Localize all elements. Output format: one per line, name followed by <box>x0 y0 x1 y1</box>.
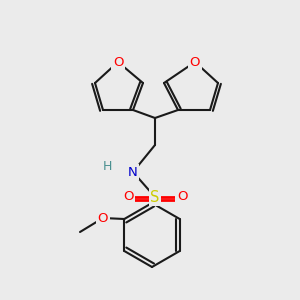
Text: O: O <box>123 190 133 203</box>
Text: H: H <box>102 160 112 173</box>
Text: O: O <box>98 212 108 224</box>
Text: O: O <box>190 56 200 68</box>
Text: N: N <box>128 166 138 178</box>
Text: S: S <box>150 190 160 205</box>
Text: O: O <box>113 56 123 68</box>
Text: O: O <box>177 190 187 203</box>
